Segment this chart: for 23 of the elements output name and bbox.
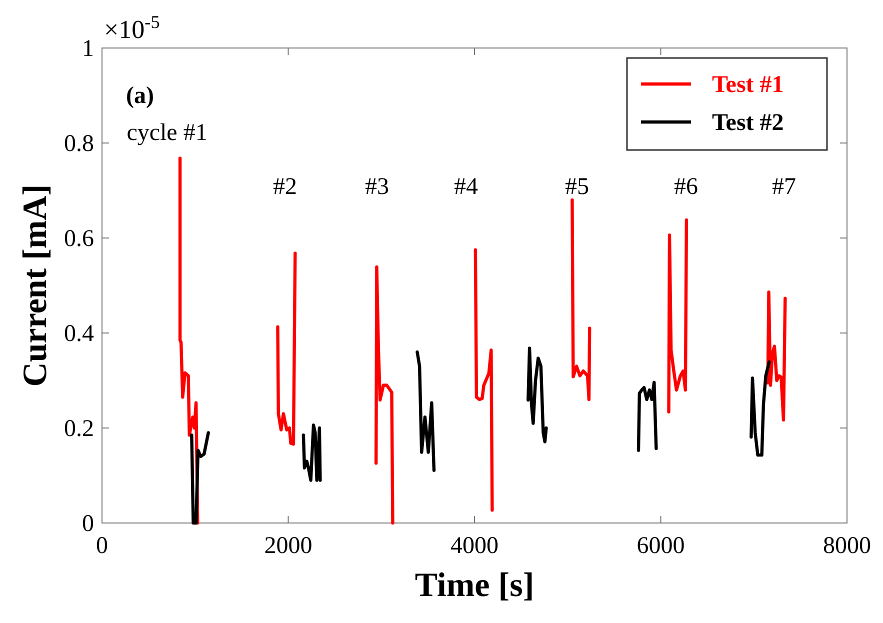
annotation: (a) [126, 83, 154, 109]
x-tick-label: 2000 [264, 533, 312, 559]
legend-label: Test #2 [712, 110, 784, 136]
annotation: cycle #1 [126, 120, 208, 146]
annotation: #3 [365, 174, 389, 200]
text: ×10$^{-5}$ [104, 12, 160, 44]
x-axis-title: Time [s] [414, 567, 534, 604]
y-tick-label: 0.2 [64, 416, 94, 442]
y-tick-label: 0.8 [64, 131, 94, 157]
annotation: #5 [565, 174, 589, 200]
y-tick-label: 0.6 [64, 226, 94, 252]
annotation: #4 [454, 174, 478, 200]
x-tick-label: 6000 [636, 533, 685, 559]
y-axis-title: Current [mA] [17, 184, 54, 387]
y-tick-label: 0 [82, 511, 94, 537]
annotation: #7 [772, 174, 796, 200]
annotation: #2 [273, 174, 297, 200]
x-tick-label: 4000 [450, 533, 498, 559]
annotation: #6 [674, 174, 698, 200]
y-tick-label: 0.4 [64, 321, 94, 347]
x-tick-label: 8000 [823, 533, 871, 559]
legend-label: Test #1 [712, 72, 784, 98]
y-tick-label: 1 [82, 36, 94, 62]
